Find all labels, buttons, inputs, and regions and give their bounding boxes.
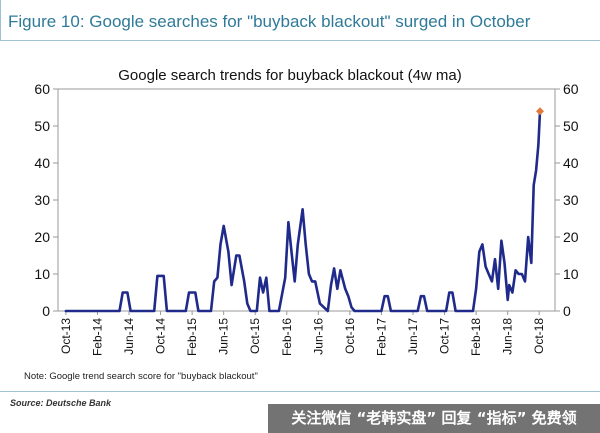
left-tick-label: 0 bbox=[42, 303, 50, 319]
x-tick-label: Feb-18 bbox=[469, 318, 483, 356]
x-tick-label: Jun-17 bbox=[406, 318, 420, 355]
series-line bbox=[64, 109, 542, 313]
x-tick-label: Jun-15 bbox=[217, 318, 231, 355]
right-tick-label: 0 bbox=[563, 303, 571, 319]
left-tick-label: 50 bbox=[34, 118, 50, 134]
x-tick-label: Feb-16 bbox=[280, 318, 294, 356]
chart-title: Google search trends for buyback blackou… bbox=[118, 67, 462, 84]
x-tick-label: Oct-17 bbox=[438, 318, 452, 354]
left-tick-label: 30 bbox=[34, 192, 50, 208]
right-tick-label: 10 bbox=[563, 266, 579, 282]
right-tick-label: 50 bbox=[563, 118, 579, 134]
x-tick-label: Oct-15 bbox=[248, 318, 262, 354]
figure-title: Figure 10: Google searches for "buyback … bbox=[8, 12, 531, 31]
title-rule bbox=[0, 40, 600, 41]
right-tick-label: 20 bbox=[563, 229, 579, 245]
chart-note: Note: Google trend search score for "buy… bbox=[24, 371, 258, 382]
left-tick-label: 40 bbox=[34, 155, 50, 171]
x-tick-label: Oct-16 bbox=[343, 318, 357, 354]
x-axis: Oct-13 Feb-14 Jun-14 Oct-14 Feb-15 Jun-15 Oct-… bbox=[59, 311, 546, 356]
latest-point-marker bbox=[536, 107, 545, 116]
left-tick-label: 10 bbox=[34, 266, 50, 282]
left-axis: 0 10 20 30 40 50 60 bbox=[34, 81, 58, 319]
left-tick-label: 60 bbox=[34, 81, 50, 97]
x-tick-label: Oct-13 bbox=[59, 318, 73, 354]
x-tick-label: Oct-18 bbox=[532, 318, 546, 354]
right-axis: 0 10 20 30 40 50 60 bbox=[555, 81, 579, 319]
x-tick-label: Jun-14 bbox=[122, 318, 136, 355]
right-tick-label: 60 bbox=[563, 81, 579, 97]
right-tick-label: 30 bbox=[563, 192, 579, 208]
x-tick-label: Oct-14 bbox=[154, 318, 168, 354]
x-tick-label: Feb-17 bbox=[374, 318, 388, 356]
title-side-rule bbox=[0, 0, 1, 40]
watermark-banner: 关注微信 “老韩实盘” 回复 “指标” 免费领 bbox=[268, 404, 600, 433]
plot-area bbox=[57, 88, 556, 312]
left-tick-label: 20 bbox=[34, 229, 50, 245]
x-tick-label: Jun-18 bbox=[501, 318, 515, 355]
source-line: Source: Deutsche Bank bbox=[10, 398, 112, 408]
x-tick-label: Feb-15 bbox=[185, 318, 199, 356]
x-tick-label: Feb-14 bbox=[90, 318, 104, 356]
bottom-rule bbox=[0, 391, 600, 392]
x-tick-label: Jun-16 bbox=[311, 318, 325, 355]
right-tick-label: 40 bbox=[563, 155, 579, 171]
